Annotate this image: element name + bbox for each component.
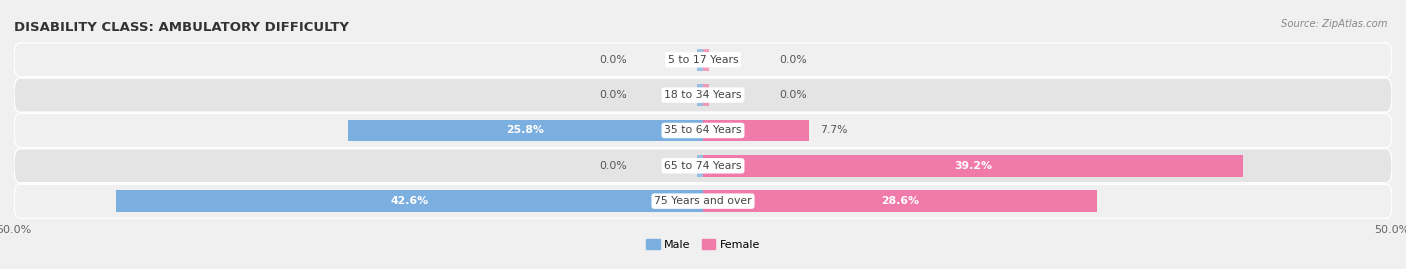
Text: 5 to 17 Years: 5 to 17 Years (668, 55, 738, 65)
Text: 42.6%: 42.6% (391, 196, 429, 206)
Bar (703, 155, 1243, 177)
Legend: Male, Female: Male, Female (641, 235, 765, 255)
Bar (117, 190, 703, 212)
Bar (697, 49, 703, 71)
Text: 18 to 34 Years: 18 to 34 Years (664, 90, 742, 100)
Text: 0.0%: 0.0% (599, 55, 627, 65)
Bar (703, 84, 709, 106)
Text: 65 to 74 Years: 65 to 74 Years (664, 161, 742, 171)
Text: 35 to 64 Years: 35 to 64 Years (664, 125, 742, 136)
Text: 28.6%: 28.6% (882, 196, 920, 206)
Bar (697, 84, 703, 106)
Text: Source: ZipAtlas.com: Source: ZipAtlas.com (1281, 19, 1388, 29)
Text: 39.2%: 39.2% (955, 161, 993, 171)
Bar (703, 119, 808, 141)
FancyBboxPatch shape (14, 43, 1392, 77)
Text: DISABILITY CLASS: AMBULATORY DIFFICULTY: DISABILITY CLASS: AMBULATORY DIFFICULTY (14, 21, 349, 34)
FancyBboxPatch shape (14, 149, 1392, 183)
Bar (347, 119, 703, 141)
Text: 7.7%: 7.7% (820, 125, 848, 136)
Bar (703, 190, 1097, 212)
Text: 0.0%: 0.0% (599, 90, 627, 100)
Bar (703, 49, 709, 71)
FancyBboxPatch shape (14, 114, 1392, 147)
Bar (697, 155, 703, 177)
Text: 25.8%: 25.8% (506, 125, 544, 136)
FancyBboxPatch shape (14, 78, 1392, 112)
FancyBboxPatch shape (14, 184, 1392, 218)
Text: 0.0%: 0.0% (599, 161, 627, 171)
Text: 0.0%: 0.0% (779, 55, 807, 65)
Text: 75 Years and over: 75 Years and over (654, 196, 752, 206)
Text: 0.0%: 0.0% (779, 90, 807, 100)
